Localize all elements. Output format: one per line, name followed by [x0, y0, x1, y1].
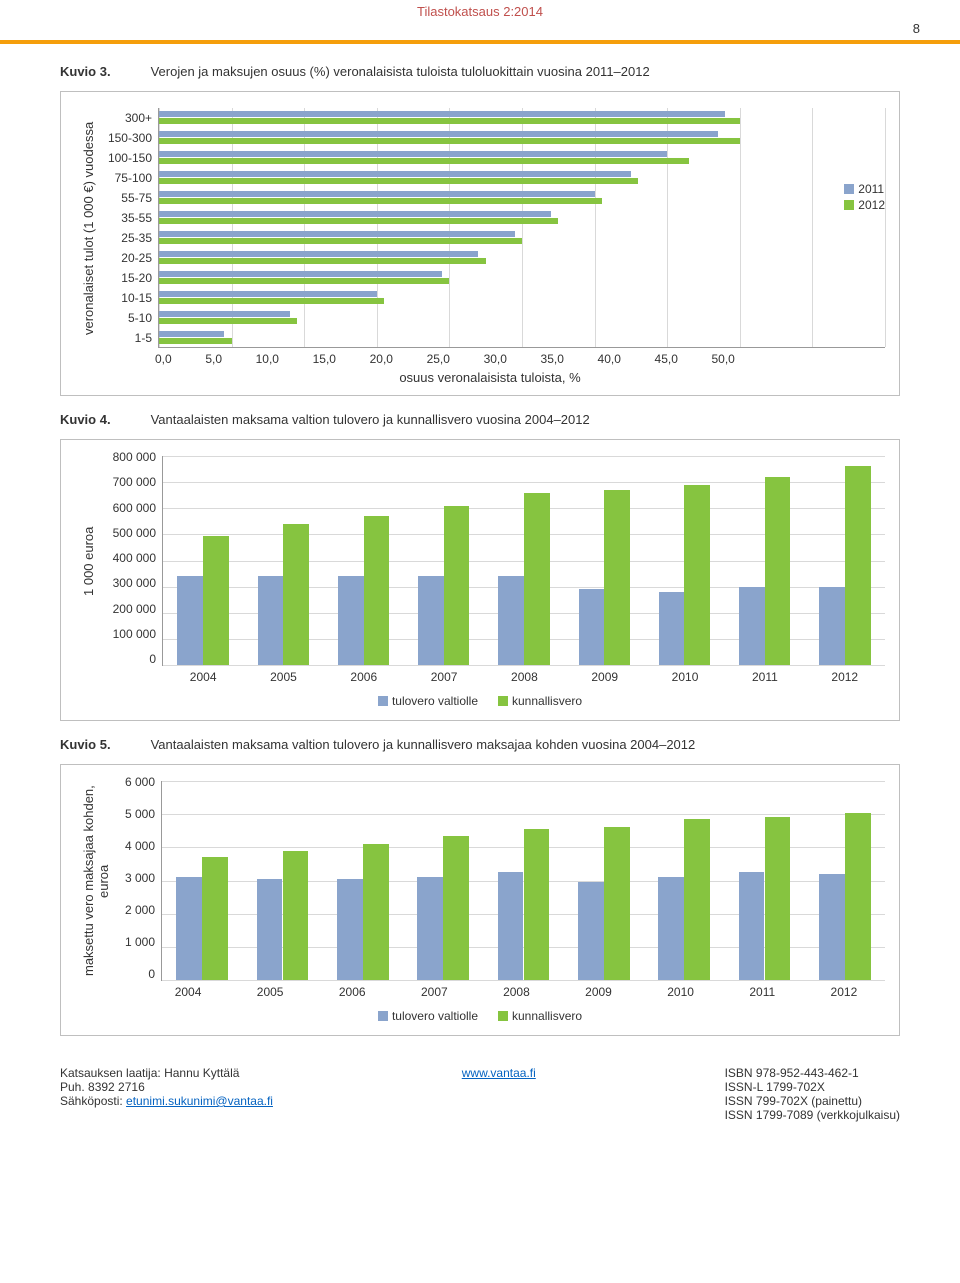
chart4-caption-label: Kuvio 4.	[60, 412, 111, 427]
chart4-box: 1 000 euroa 800 000700 000600 000500 000…	[60, 439, 900, 721]
chart4-xticks: 200420052006200720082009201020112012	[163, 670, 885, 684]
chart5-box: maksettu vero maksajaa kohden, euroa 6 0…	[60, 764, 900, 1036]
legend-item: tulovero valtiolle	[378, 694, 478, 708]
chart5-plot	[161, 781, 885, 981]
header-title: Tilastokatsaus 2:2014	[0, 0, 960, 21]
chart5-yticks: 6 0005 0004 0003 0002 0001 0000	[117, 781, 161, 981]
chart4-ylabel: 1 000 euroa	[75, 456, 102, 666]
legend-item: kunnallisvero	[498, 1009, 582, 1023]
chart4-caption-text: Vantaalaisten maksama valtion tulovero j…	[151, 412, 590, 427]
header-divider	[0, 40, 960, 44]
chart3-caption-text: Verojen ja maksujen osuus (%) veronalais…	[151, 64, 650, 79]
chart3-plot	[158, 108, 885, 348]
chart5-caption-text: Vantaalaisten maksama valtion tulovero j…	[151, 737, 696, 752]
chart3-xticks: 0,05,010,015,020,025,030,035,040,045,050…	[155, 352, 735, 366]
chart3-legend: 2011 2012	[844, 182, 885, 214]
chart5-ylabel: maksettu vero maksajaa kohden, euroa	[75, 781, 117, 981]
page-number: 8	[0, 21, 960, 40]
footer-issn-web: ISSN 1799-7089 (verkkojulkaisu)	[725, 1108, 900, 1122]
footer-email-line: Sähköposti: etunimi.sukunimi@vantaa.fi	[60, 1094, 273, 1108]
legend-item: 2012	[844, 198, 885, 212]
chart3-yticks: 300+150-300100-15075-10055-7535-5525-352…	[102, 108, 158, 348]
chart4-yticks: 800 000700 000600 000500 000400 000300 0…	[102, 456, 162, 666]
footer-right: ISBN 978-952-443-462-1 ISSN-L 1799-702X …	[725, 1066, 900, 1122]
chart4-legend: tulovero valtiolle kunnallisvero	[75, 694, 885, 710]
footer-email-link[interactable]: etunimi.sukunimi@vantaa.fi	[126, 1094, 273, 1108]
legend-item: kunnallisvero	[498, 694, 582, 708]
footer-author: Katsauksen laatija: Hannu Kyttälä	[60, 1066, 273, 1080]
legend-item: 2011	[844, 182, 885, 196]
chart5-xticks: 200420052006200720082009201020112012	[147, 985, 885, 999]
footer-issn-print: ISSN 799-702X (painettu)	[725, 1094, 900, 1108]
footer-isbn: ISBN 978-952-443-462-1	[725, 1066, 900, 1080]
chart5-caption: Kuvio 5. Vantaalaisten maksama valtion t…	[60, 737, 900, 752]
footer-center: www.vantaa.fi	[462, 1066, 536, 1122]
footer-web-link[interactable]: www.vantaa.fi	[462, 1066, 536, 1080]
footer-issnl: ISSN-L 1799-702X	[725, 1080, 900, 1094]
chart4-plot	[162, 456, 885, 666]
footer: Katsauksen laatija: Hannu Kyttälä Puh. 8…	[60, 1066, 900, 1122]
chart3-caption-label: Kuvio 3.	[60, 64, 111, 79]
chart3-caption: Kuvio 3. Verojen ja maksujen osuus (%) v…	[60, 64, 900, 79]
chart3-box: veronalaiset tulot (1 000 €) vuodessa 30…	[60, 91, 900, 396]
chart3-xlabel: osuus veronalaisista tuloista, %	[155, 370, 825, 385]
chart5-caption-label: Kuvio 5.	[60, 737, 111, 752]
footer-left: Katsauksen laatija: Hannu Kyttälä Puh. 8…	[60, 1066, 273, 1122]
legend-item: tulovero valtiolle	[378, 1009, 478, 1023]
chart4-caption: Kuvio 4. Vantaalaisten maksama valtion t…	[60, 412, 900, 427]
chart5-legend: tulovero valtiolle kunnallisvero	[75, 1009, 885, 1025]
chart3-ylabel: veronalaiset tulot (1 000 €) vuodessa	[75, 108, 102, 348]
footer-phone: Puh. 8392 2716	[60, 1080, 273, 1094]
